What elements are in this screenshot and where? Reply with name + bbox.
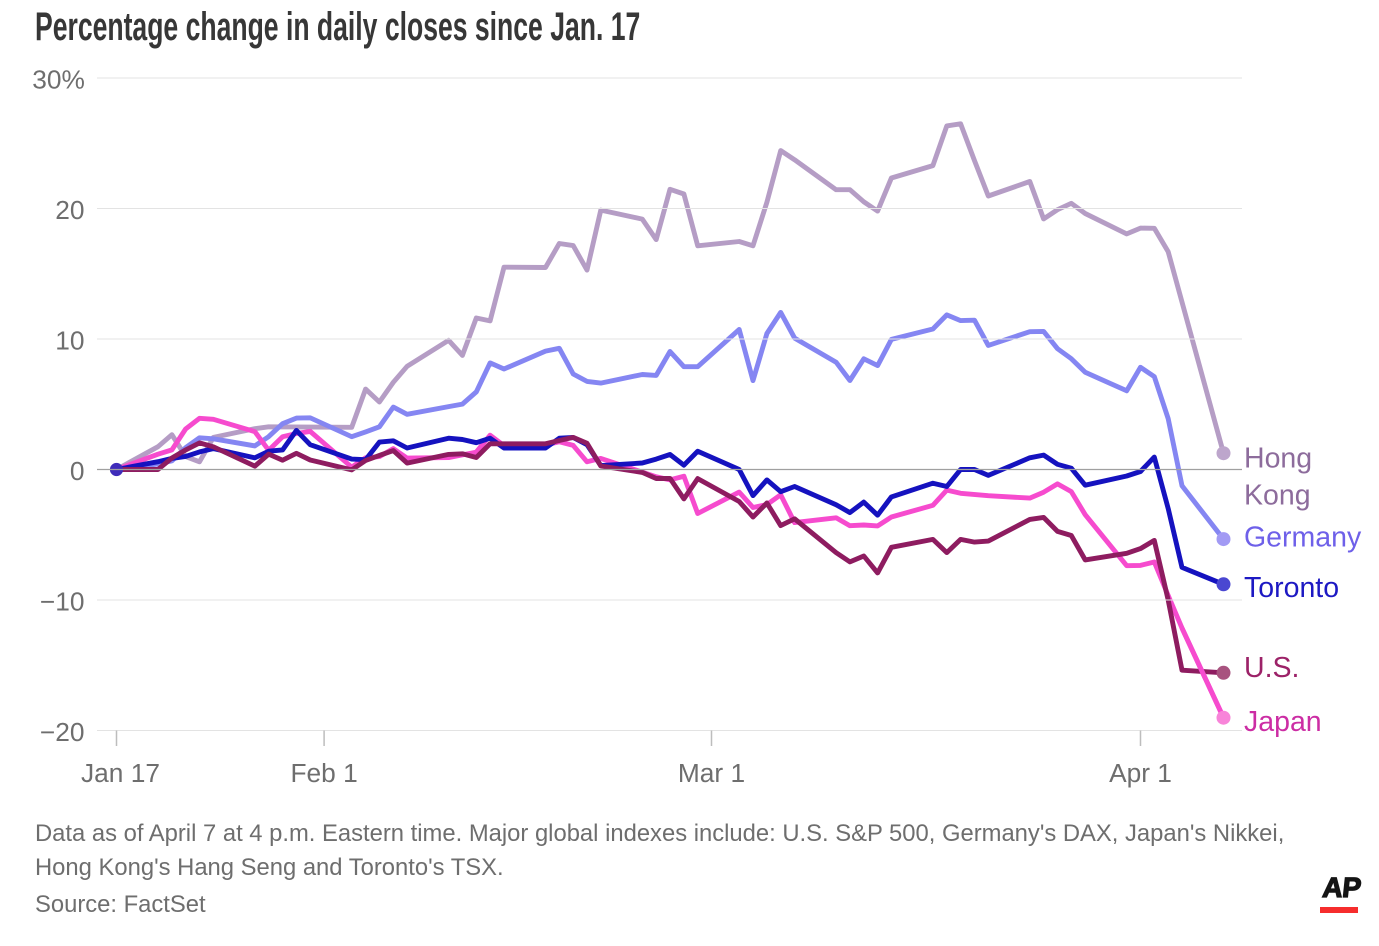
svg-text:−10: −10: [40, 587, 85, 617]
svg-text:Japan: Japan: [1244, 706, 1322, 738]
svg-text:U.S.: U.S.: [1244, 652, 1299, 684]
svg-text:Apr 1: Apr 1: [1109, 758, 1172, 788]
svg-text:Mar 1: Mar 1: [678, 758, 745, 788]
svg-text:Kong: Kong: [1244, 480, 1311, 512]
svg-text:Jan 17: Jan 17: [81, 758, 160, 788]
svg-text:0: 0: [70, 456, 85, 486]
svg-text:Germany: Germany: [1244, 522, 1362, 554]
svg-text:%: %: [62, 65, 85, 95]
svg-text:Toronto: Toronto: [1244, 572, 1339, 604]
svg-text:30: 30: [32, 65, 61, 95]
svg-text:20: 20: [55, 195, 84, 225]
svg-text:−20: −20: [40, 717, 85, 747]
svg-text:Feb 1: Feb 1: [290, 758, 357, 788]
svg-text:10: 10: [55, 326, 84, 356]
svg-text:Hong: Hong: [1244, 442, 1312, 474]
